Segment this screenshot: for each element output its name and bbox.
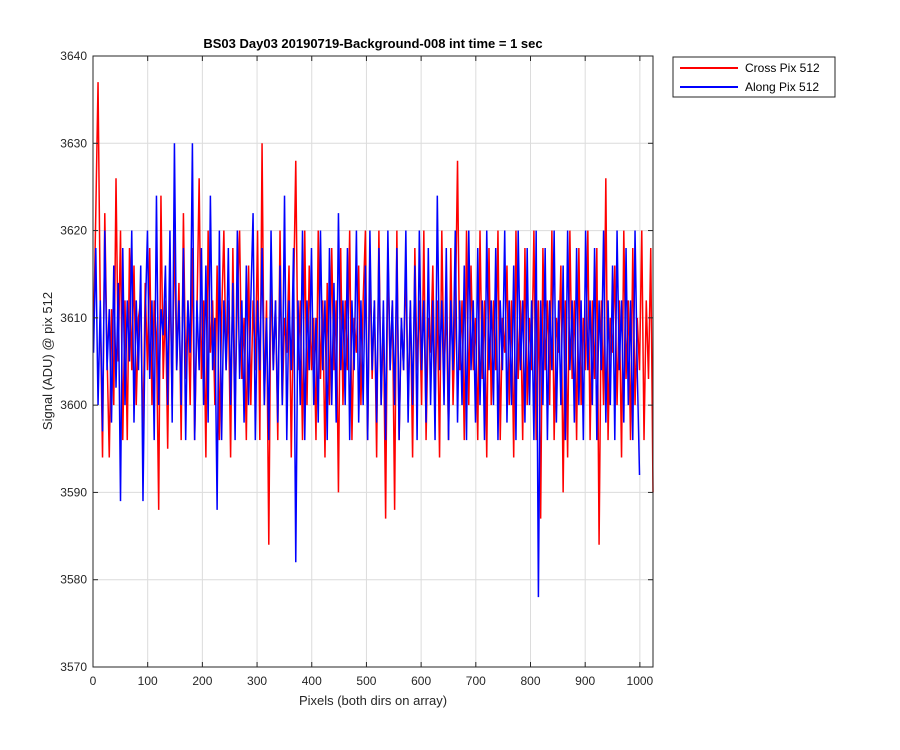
x-tick-label: 900 [575, 674, 595, 688]
legend: Cross Pix 512 Along Pix 512 [672, 56, 836, 98]
y-axis: 3570 3580 3590 3600 3610 3620 3630 3640 [60, 49, 653, 674]
x-tick-label: 300 [247, 674, 267, 688]
y-tick-label: 3580 [60, 573, 87, 587]
chart-title: BS03 Day03 20190719-Background-008 int t… [203, 36, 542, 51]
legend-label-along: Along Pix 512 [745, 80, 819, 94]
x-tick-label: 800 [520, 674, 540, 688]
y-tick-label: 3640 [60, 49, 87, 63]
x-tick-label: 700 [466, 674, 486, 688]
y-tick-label: 3570 [60, 660, 87, 674]
y-tick-label: 3590 [60, 485, 87, 499]
x-axis-label: Pixels (both dirs on array) [299, 693, 447, 708]
x-tick-label: 200 [192, 674, 212, 688]
legend-box [672, 56, 836, 98]
x-axis: 0 100 200 300 400 500 600 700 800 900 1000 [90, 56, 654, 688]
x-tick-label: 500 [356, 674, 376, 688]
x-tick-label: 100 [138, 674, 158, 688]
series-layer [92, 82, 654, 598]
x-tick-label: 600 [411, 674, 431, 688]
y-tick-label: 3620 [60, 224, 87, 238]
y-tick-label: 3600 [60, 398, 87, 412]
y-tick-label: 3610 [60, 311, 87, 325]
x-tick-label: 1000 [627, 674, 654, 688]
x-tick-label: 400 [302, 674, 322, 688]
x-tick-label: 0 [90, 674, 97, 688]
plot-frame [92, 55, 654, 668]
legend-label-cross: Cross Pix 512 [745, 61, 820, 75]
y-axis-label: Signal (ADU) @ pix 512 [40, 292, 55, 430]
series-line-along-pix-512 [92, 143, 641, 598]
y-tick-label: 3630 [60, 136, 87, 150]
